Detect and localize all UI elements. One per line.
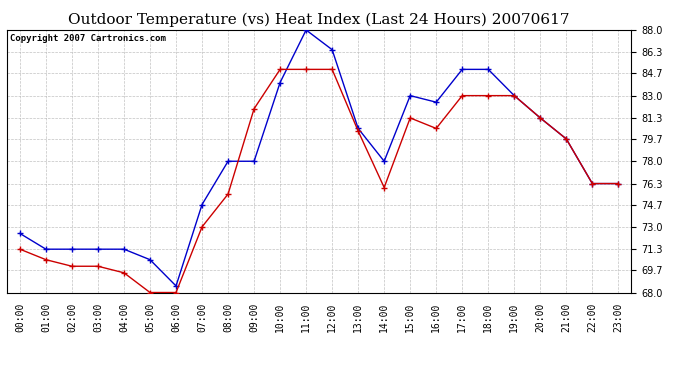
Text: Copyright 2007 Cartronics.com: Copyright 2007 Cartronics.com [10, 34, 166, 43]
Title: Outdoor Temperature (vs) Heat Index (Last 24 Hours) 20070617: Outdoor Temperature (vs) Heat Index (Las… [68, 13, 570, 27]
